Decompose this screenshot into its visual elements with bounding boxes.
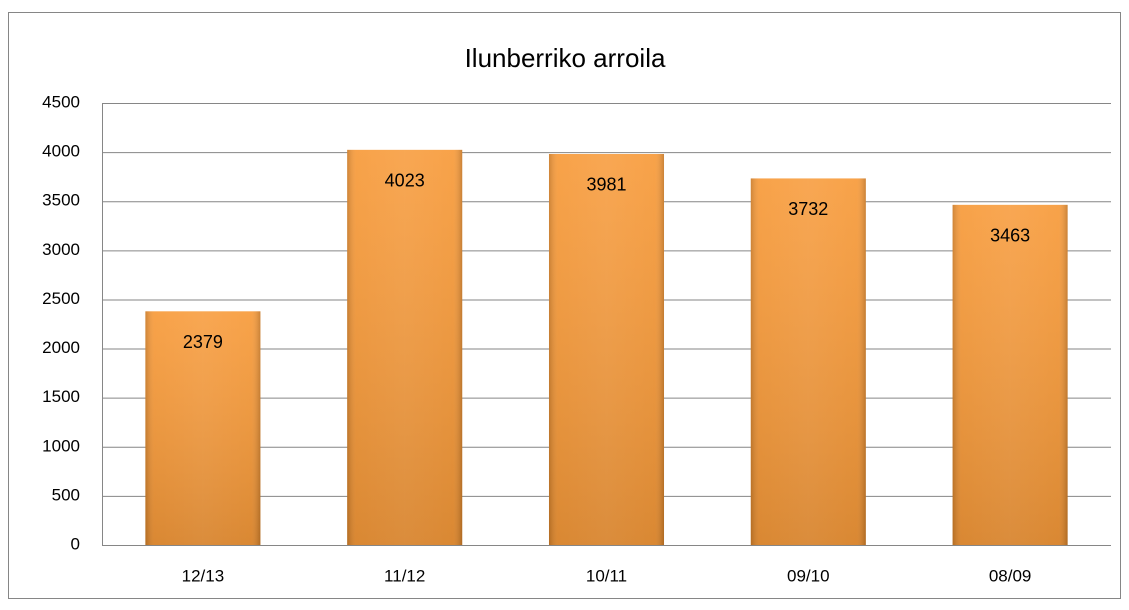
y-tick-label: 2000 [42, 338, 80, 357]
y-tick-label: 1000 [42, 436, 80, 455]
chart-title: Ilunberriko arroila [465, 43, 666, 73]
data-label: 3981 [586, 175, 626, 195]
data-label: 2379 [183, 332, 223, 352]
y-tick-label: 4500 [42, 92, 80, 111]
bar-shade [347, 149, 463, 546]
y-tick-label: 3000 [42, 240, 80, 259]
y-tick-label: 3500 [42, 191, 80, 210]
y-tick-label: 0 [71, 534, 80, 553]
x-tick-label: 09/10 [787, 566, 830, 585]
x-tick-label: 11/12 [384, 566, 425, 585]
y-tick-label: 2500 [42, 289, 80, 308]
x-tick-label: 08/09 [989, 566, 1032, 585]
x-tick-label: 12/13 [182, 566, 225, 585]
data-label: 3732 [788, 199, 828, 219]
bar-shade [952, 204, 1068, 545]
bar-shade [548, 153, 665, 545]
y-tick-label: 500 [52, 485, 80, 504]
y-tick-label: 4000 [42, 142, 80, 161]
y-tick-label: 1500 [42, 387, 80, 406]
x-tick-label: 10/11 [586, 566, 627, 585]
data-label: 4023 [385, 171, 425, 191]
data-label: 3463 [990, 226, 1030, 246]
bar-shade [750, 178, 866, 545]
bar-shade [145, 311, 261, 545]
